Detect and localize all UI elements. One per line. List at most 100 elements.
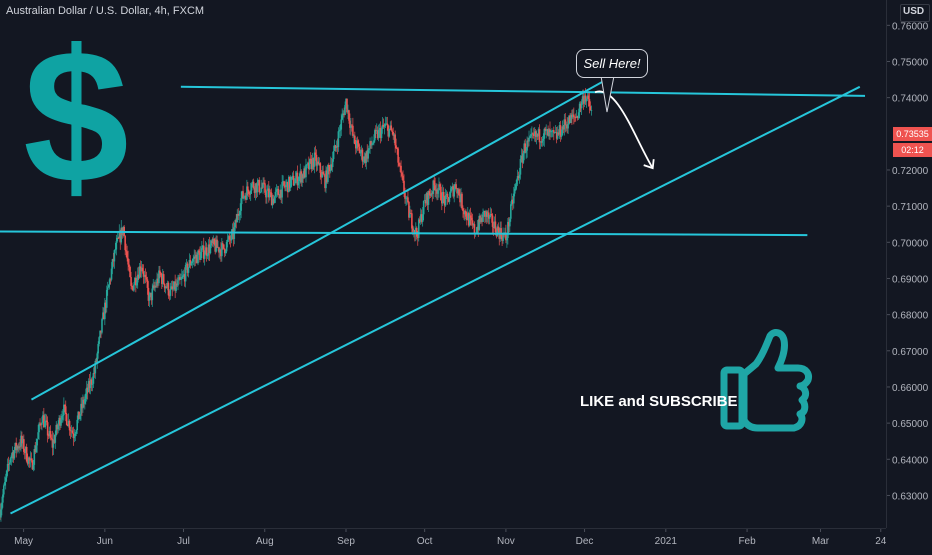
candle-body [163, 283, 166, 289]
currency-button[interactable] [900, 4, 930, 22]
candle-body [588, 99, 591, 107]
candle-body [117, 237, 120, 239]
candle-body [318, 163, 321, 164]
candle-body [135, 282, 138, 286]
candle-body [452, 186, 455, 197]
candle-body [114, 249, 117, 251]
candle-body [557, 132, 560, 135]
candle-body [203, 254, 206, 259]
price-scale[interactable] [886, 0, 932, 528]
candle-body [319, 163, 322, 173]
candle-body [461, 193, 463, 209]
candle-body [532, 133, 534, 135]
candle-body [56, 424, 58, 430]
sell-note[interactable]: Sell Here! [576, 49, 648, 78]
candle-body [379, 128, 382, 139]
candle-body [15, 442, 18, 451]
candle-body [483, 210, 485, 212]
candle-body [311, 158, 314, 169]
candle-body [441, 200, 443, 204]
candle-body [257, 180, 260, 184]
candle-body [515, 179, 518, 185]
candle-body [382, 124, 385, 128]
candle-body [425, 192, 428, 204]
trendline-horizontal-support [0, 230, 808, 237]
candle-body [369, 141, 371, 149]
y-tick-label: 0.67000 [892, 347, 929, 358]
candle-body [245, 195, 247, 200]
candle-body [442, 191, 445, 197]
candle-body [198, 250, 200, 253]
candle-body [87, 381, 90, 392]
candle-body [450, 188, 453, 192]
candle-body [316, 161, 319, 166]
candle-body [446, 193, 449, 198]
candle-body [506, 238, 508, 241]
candle-body [225, 241, 228, 252]
candle-body [321, 171, 323, 178]
candle-body [526, 140, 528, 151]
candle-body [72, 433, 75, 439]
candle-body [558, 125, 561, 135]
candle-body [47, 435, 50, 437]
candle-body [451, 186, 454, 189]
candle-body [581, 96, 584, 102]
candle-body [583, 95, 586, 104]
candle-body [243, 196, 245, 199]
candle-body [71, 430, 74, 434]
candle-body [44, 420, 46, 428]
candle-body [512, 193, 515, 204]
candle-body [331, 159, 334, 168]
candle-body [362, 161, 365, 162]
candle-body [500, 228, 502, 237]
candle-body [344, 105, 346, 116]
candle-body [216, 239, 218, 248]
candle-body [36, 439, 38, 446]
candle-body [50, 437, 53, 439]
candle-body [244, 195, 246, 197]
candle-body [517, 176, 520, 179]
candle-body [86, 387, 89, 392]
candle-body [586, 95, 589, 99]
candle-body [283, 181, 285, 186]
candle-body [358, 146, 361, 154]
candle-body [419, 214, 422, 222]
candle-body [187, 267, 190, 273]
candle-body [546, 129, 548, 131]
candle-body [229, 239, 232, 241]
candle-body [514, 184, 517, 189]
candle-body [522, 153, 525, 163]
candle-body [585, 98, 588, 102]
candle-body [387, 125, 390, 137]
candle-body [340, 119, 343, 130]
candle-body [414, 229, 416, 234]
candle-body [282, 181, 284, 183]
candle-body [410, 213, 412, 214]
candle-body [259, 191, 262, 193]
candle-body [390, 125, 393, 131]
candle-body [415, 227, 417, 234]
time-scale[interactable] [0, 528, 886, 551]
candle-body [423, 199, 426, 201]
candle-body [264, 183, 266, 193]
candle-body [65, 414, 68, 425]
candle-body [214, 244, 216, 252]
candle-body [548, 129, 550, 137]
candle-body [494, 221, 497, 233]
candle-body [590, 110, 593, 112]
candle-body [478, 215, 481, 230]
candle-body [469, 215, 472, 218]
candle-body [326, 170, 328, 182]
candle-body [201, 248, 203, 252]
candle-body [189, 260, 192, 266]
candle-body [171, 286, 174, 290]
candle-body [156, 278, 158, 286]
candle-body [120, 227, 123, 243]
candle-body [22, 439, 24, 444]
candle-body [399, 165, 401, 167]
candle-body [150, 292, 153, 301]
candle-body [168, 295, 171, 297]
x-tick-label: 24 [875, 536, 887, 547]
